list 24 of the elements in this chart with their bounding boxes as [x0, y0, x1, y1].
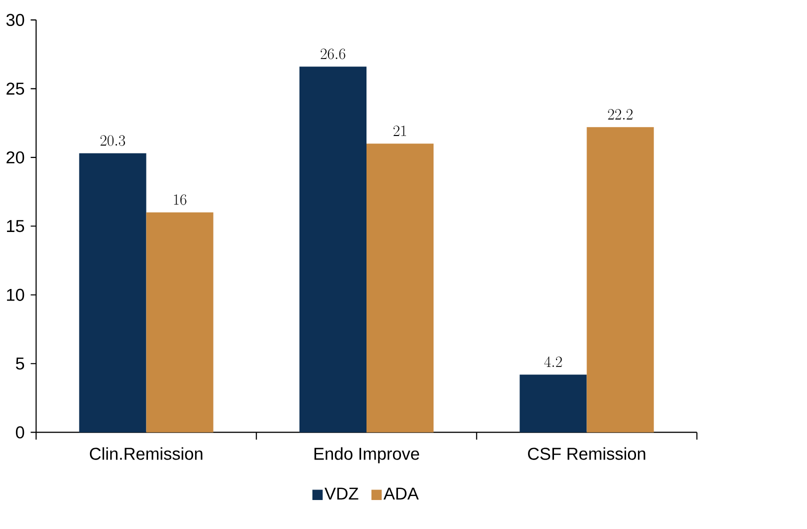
y-tick-label: 0	[16, 426, 24, 438]
y-tick-label: 20	[6, 151, 24, 164]
legend-label: VDZ	[324, 488, 358, 500]
data-label: 16	[174, 194, 186, 205]
bar	[520, 374, 587, 432]
bar	[586, 127, 654, 432]
bar	[146, 212, 214, 432]
data-label: 22.2	[608, 108, 633, 120]
bar	[299, 66, 366, 432]
data-label: 26.6	[320, 48, 346, 60]
x-tick-label: CSF Remission	[528, 447, 646, 460]
y-tick-label: 10	[7, 288, 24, 301]
y-tick-label: 15	[7, 220, 24, 232]
legend-label: ADA	[384, 488, 419, 500]
bar	[366, 144, 434, 432]
y-tick-label: 5	[16, 357, 24, 370]
data-label: 20.3	[100, 135, 126, 146]
x-tick-label: Endo Improve	[314, 447, 420, 464]
data-label: 4.2	[544, 356, 562, 367]
y-tick-label: 30	[6, 14, 24, 26]
y-tick-label: 25	[6, 82, 24, 95]
x-tick-label: Clin.Remission	[90, 447, 202, 460]
data-label: 21	[394, 125, 406, 136]
bar	[79, 153, 146, 432]
